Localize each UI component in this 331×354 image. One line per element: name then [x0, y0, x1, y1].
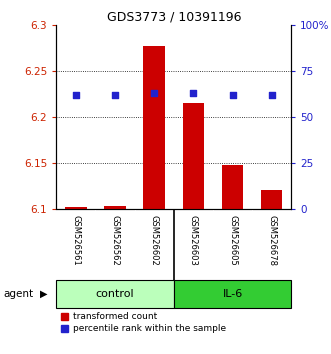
Point: [113, 92, 118, 98]
Bar: [65, 207, 87, 209]
Text: GSM526605: GSM526605: [228, 215, 237, 265]
Point: [73, 92, 78, 98]
Text: ▶: ▶: [40, 289, 47, 299]
Text: GSM526562: GSM526562: [111, 215, 119, 265]
Text: GSM526561: GSM526561: [71, 215, 80, 265]
Bar: [143, 46, 165, 209]
Legend: transformed count, percentile rank within the sample: transformed count, percentile rank withi…: [61, 313, 226, 333]
Text: GSM526603: GSM526603: [189, 215, 198, 266]
Text: agent: agent: [3, 289, 33, 299]
Bar: [174, 280, 291, 308]
Bar: [183, 103, 204, 209]
Title: GDS3773 / 10391196: GDS3773 / 10391196: [107, 11, 241, 24]
Text: IL-6: IL-6: [222, 289, 243, 299]
Bar: [104, 206, 126, 209]
Point: [191, 90, 196, 96]
Bar: [56, 280, 174, 308]
Bar: [261, 190, 282, 209]
Bar: [222, 165, 243, 209]
Text: GSM526602: GSM526602: [150, 215, 159, 265]
Point: [230, 92, 235, 98]
Text: control: control: [96, 289, 134, 299]
Point: [152, 90, 157, 96]
Point: [269, 92, 274, 98]
Text: GSM526678: GSM526678: [267, 215, 276, 266]
